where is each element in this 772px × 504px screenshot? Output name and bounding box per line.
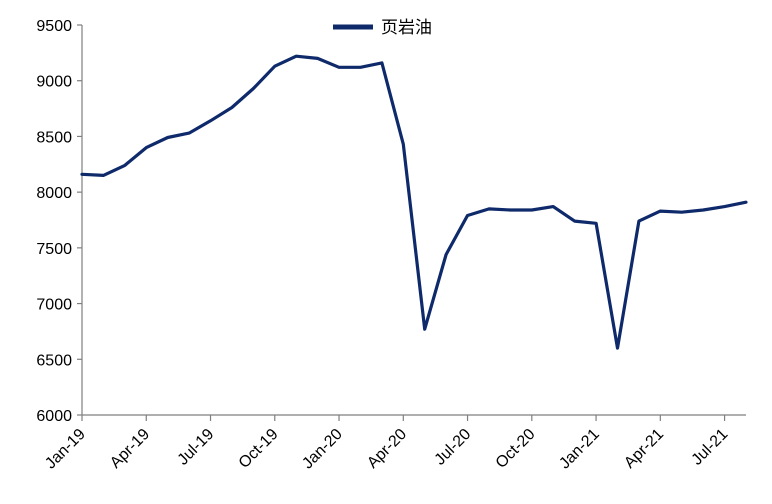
legend-label-shale-oil: 页岩油 — [381, 18, 432, 38]
legend: 页岩油 — [333, 18, 432, 38]
x-tick-label: Jul-20 — [432, 426, 475, 469]
axes: 6000 6500 7000 7500 8000 8500 9000 9500 Jan-19 Ap… — [36, 18, 746, 472]
y-tick-label: 9500 — [36, 18, 72, 35]
x-tick-label: Jan-21 — [556, 426, 603, 473]
y-tick-label: 6000 — [36, 408, 72, 425]
y-tick-label: 8500 — [36, 129, 72, 146]
x-tick-label: Jan-19 — [42, 426, 89, 473]
y-tick-label: 6500 — [36, 352, 72, 369]
x-tick-label: Jul-21 — [689, 426, 732, 469]
x-tick-label: Apr-20 — [364, 426, 410, 472]
y-tick-label: 8000 — [36, 185, 72, 202]
y-tick-label: 7500 — [36, 241, 72, 258]
x-tick-label: Jul-19 — [175, 426, 218, 469]
y-tick-label: 7000 — [36, 297, 72, 314]
series-line-shale-oil — [80, 54, 748, 350]
series-layer — [80, 54, 748, 350]
x-tick-label: Apr-21 — [621, 426, 667, 472]
x-tick-label: Jan-20 — [299, 426, 346, 473]
x-tick-label: Oct-19 — [236, 426, 282, 472]
x-tick-label: Apr-19 — [107, 426, 153, 472]
y-tick-label: 9000 — [36, 74, 72, 91]
x-tick-label: Oct-20 — [493, 426, 539, 472]
